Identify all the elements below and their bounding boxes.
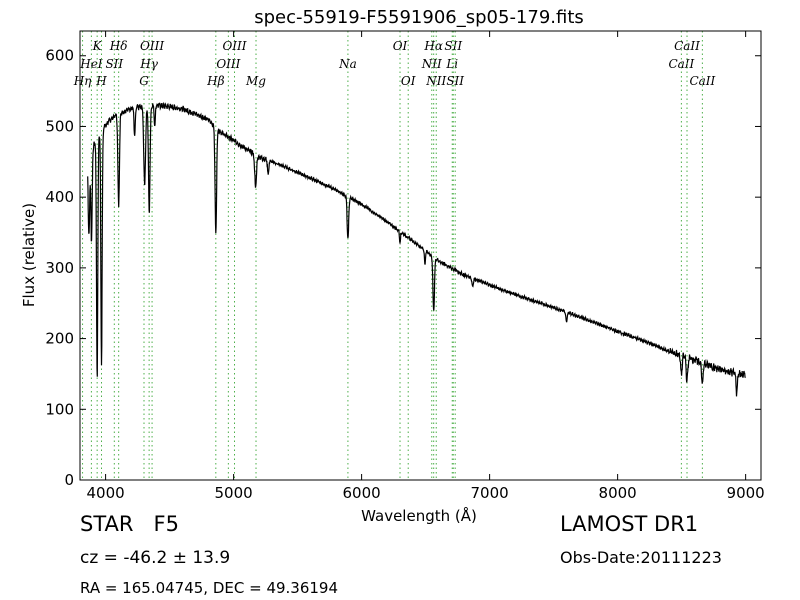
x-tick-label: 7000 (471, 484, 509, 502)
line-marker-label: Hδ (109, 39, 128, 53)
line-marker-label: Hη (73, 74, 92, 88)
x-tick-label: 6000 (343, 484, 381, 502)
line-marker-label: HeI (79, 57, 103, 71)
chart-title: spec-55919-F5591906_sp05-179.fits (254, 7, 584, 28)
y-tick-label: 0 (64, 471, 74, 489)
redshift-readout: cz = -46.2 ± 13.9 (80, 548, 231, 568)
line-marker-label: H (95, 74, 107, 88)
line-marker-label: CaII (668, 57, 694, 71)
y-tick-label: 100 (45, 400, 74, 418)
subclass-text: F5 (153, 512, 179, 536)
line-marker-label: Hα (423, 39, 443, 53)
x-tick-label: 5000 (215, 484, 253, 502)
line-marker-label: G (139, 74, 149, 88)
axis-ticks: 4000 5000 6000 7000 8000 9000 0 100 200 300 400 500… (45, 31, 765, 502)
x-tick-label: 9000 (727, 484, 765, 502)
plot-frame (79, 30, 762, 481)
y-tick-label: 500 (45, 117, 74, 135)
sky-coordinates: RA = 165.04745, DEC = 49.36194 (80, 579, 339, 597)
line-marker-label: NII (425, 74, 446, 88)
y-tick-label: 200 (45, 330, 74, 348)
y-axis-label: Flux (relative) (20, 203, 38, 307)
line-marker-label: OI (393, 39, 408, 53)
line-marker-label: CaII (689, 74, 715, 88)
line-marker-label: NII (421, 57, 442, 71)
survey-name: LAMOST DR1 (560, 512, 699, 536)
observation-date: Obs-Date:20111223 (560, 548, 722, 567)
line-marker-label: SII (446, 74, 464, 88)
x-axis-label: Wavelength (Å) (361, 506, 477, 525)
line-markers: Hη HeI K H SII Hδ G Hγ OIII Hβ OIII OIII Mg Na OI OI NII… (73, 31, 716, 480)
line-marker-label: Hβ (206, 74, 224, 88)
y-tick-label: 300 (45, 259, 74, 277)
line-marker-label: OI (401, 74, 416, 88)
spectrum-line (87, 101, 746, 397)
line-marker-label: Na (338, 57, 357, 71)
line-marker-label: Li (445, 57, 458, 71)
line-marker-label: Hγ (139, 57, 158, 71)
x-tick-label: 8000 (599, 484, 637, 502)
line-marker-label: K (92, 39, 103, 53)
object-class-text: STAR (80, 512, 134, 536)
line-marker-label: SII (105, 57, 123, 71)
line-marker-label: OIII (140, 39, 164, 53)
object-class: STAR F5 (80, 512, 179, 536)
line-marker-label: OIII (222, 39, 246, 53)
y-tick-label: 600 (45, 47, 74, 65)
y-tick-label: 400 (45, 188, 74, 206)
line-marker-label: Mg (245, 74, 266, 88)
line-marker-label: OIII (216, 57, 240, 71)
x-tick-label: 4000 (87, 484, 125, 502)
line-marker-label: SII (444, 39, 462, 53)
line-marker-label: CaII (674, 39, 700, 53)
